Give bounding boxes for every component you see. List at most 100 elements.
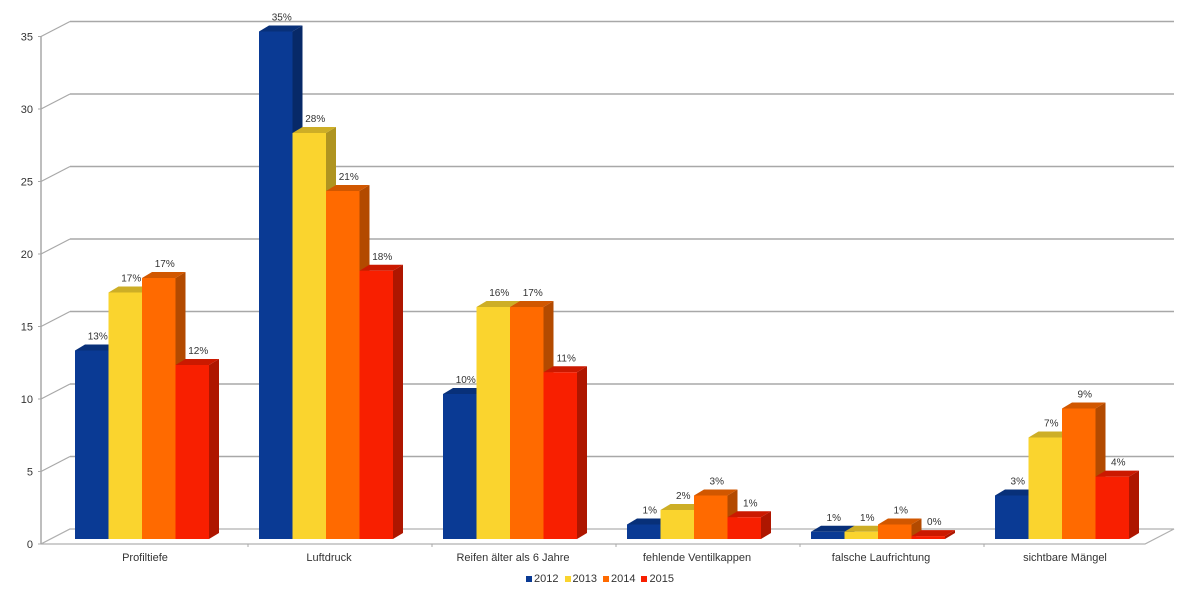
y-axis: 0 5 10 15 20 25 30 35 (21, 32, 42, 551)
x-category-label: sichtbare Mängel (1023, 552, 1107, 564)
bar (543, 372, 577, 539)
bar-group: 1% 2% 3% 1% (627, 477, 771, 539)
data-label: 17% (523, 288, 543, 299)
legend-label: 2015 (649, 573, 674, 585)
bar (1028, 437, 1062, 539)
bar (811, 531, 845, 539)
data-label: 1% (743, 498, 758, 509)
bars: 13% 17% 17% 12% 35% 28% 21% 18% 10% 16% 17% 11% 1% 2%… (75, 13, 1139, 539)
y-tick-label: 35 (21, 32, 33, 44)
x-category-label: fehlende Ventilkappen (643, 552, 751, 564)
bar-top (660, 504, 704, 510)
bar-top (292, 127, 336, 133)
bar (142, 278, 176, 539)
bar-group: 35% 28% 21% 18% (259, 13, 403, 539)
gridline-diagonal (40, 165, 71, 183)
data-label: 2% (676, 491, 691, 502)
data-label: 13% (88, 332, 108, 343)
bar-top (75, 344, 119, 351)
x-category-label: Luftdruck (306, 552, 352, 564)
data-label: 3% (1011, 477, 1026, 488)
data-label: 1% (643, 506, 658, 517)
bar-top (443, 388, 487, 394)
data-label: 17% (155, 259, 175, 270)
bar-group: 3% 7% 9% 4% (995, 390, 1139, 539)
data-label: 4% (1111, 458, 1126, 469)
bar-top (476, 301, 520, 307)
data-label: 35% (272, 13, 292, 24)
data-label: 1% (827, 513, 842, 524)
legend-item: 2015 (641, 573, 674, 585)
data-label: 11% (557, 353, 576, 364)
bar (727, 517, 761, 539)
legend-item: 2014 (603, 573, 635, 585)
y-tick-label: 10 (21, 394, 33, 406)
data-label: 21% (339, 172, 359, 183)
gridline-diagonal (40, 310, 71, 328)
legend-swatch (526, 576, 533, 583)
x-category-label: Reifen älter als 6 Jahre (456, 552, 569, 564)
bar-top (694, 489, 738, 496)
bar-top (1028, 431, 1072, 438)
data-label: 12% (188, 346, 208, 357)
x-category-label: Profiltiefe (122, 552, 168, 564)
bar-top (727, 511, 771, 518)
bar-top (108, 286, 152, 293)
bar (1095, 476, 1129, 539)
bar-group: 1% 1% 1% 0% (811, 506, 955, 539)
y-tick-label: 20 (21, 249, 33, 261)
bar (1062, 408, 1096, 539)
data-label: 28% (305, 114, 325, 125)
data-label: 17% (121, 274, 141, 285)
bar-top (359, 264, 403, 271)
gridline-diagonal (40, 20, 71, 38)
x-category-label: falsche Laufrichtung (832, 552, 930, 564)
bar (292, 133, 326, 539)
bar (175, 365, 209, 539)
legend-swatch (603, 576, 609, 583)
y-tick-label: 30 (21, 104, 33, 116)
y-tick-label: 15 (21, 322, 33, 334)
bar-top (911, 530, 955, 537)
bar-group: 13% 17% 17% 12% (75, 259, 219, 539)
bar (844, 531, 878, 539)
bar-top (811, 525, 855, 532)
bar-top (627, 518, 671, 525)
bar (476, 307, 510, 539)
bar (660, 510, 694, 539)
bar-side (945, 530, 955, 539)
legend-label: 2013 (572, 573, 597, 585)
bar (359, 270, 393, 539)
data-label: 9% (1078, 390, 1093, 401)
bar-side (393, 264, 403, 539)
bar (878, 524, 912, 539)
gridline-diagonal (40, 93, 71, 110)
data-label: 16% (489, 288, 509, 299)
legend-item: 2013 (564, 573, 597, 585)
bar (510, 307, 544, 539)
bar-side (577, 366, 587, 539)
bar (75, 350, 109, 539)
bar-side (761, 511, 771, 539)
bar-top (142, 272, 186, 278)
bar-top (844, 525, 888, 532)
bar-top (175, 359, 219, 365)
bar (995, 495, 1029, 539)
legend: 2012 2013 2014 2015 (0, 573, 1200, 585)
gridline-diagonal (40, 383, 71, 400)
legend-label: 2014 (611, 573, 636, 585)
bar-top (1062, 402, 1106, 409)
y-tick-label: 5 (27, 467, 33, 479)
bar-top (878, 518, 922, 525)
bar (627, 524, 661, 539)
legend-label: 2012 (534, 573, 559, 585)
y-tick-label: 25 (21, 177, 33, 189)
data-label: 3% (710, 477, 725, 488)
gridline-diagonal (40, 238, 71, 255)
data-label: 1% (894, 506, 909, 517)
bar-top (259, 25, 303, 32)
bar-top (1095, 470, 1139, 477)
data-label: 0% (927, 517, 942, 528)
bar-group: 10% 16% 17% 11% (443, 288, 587, 539)
